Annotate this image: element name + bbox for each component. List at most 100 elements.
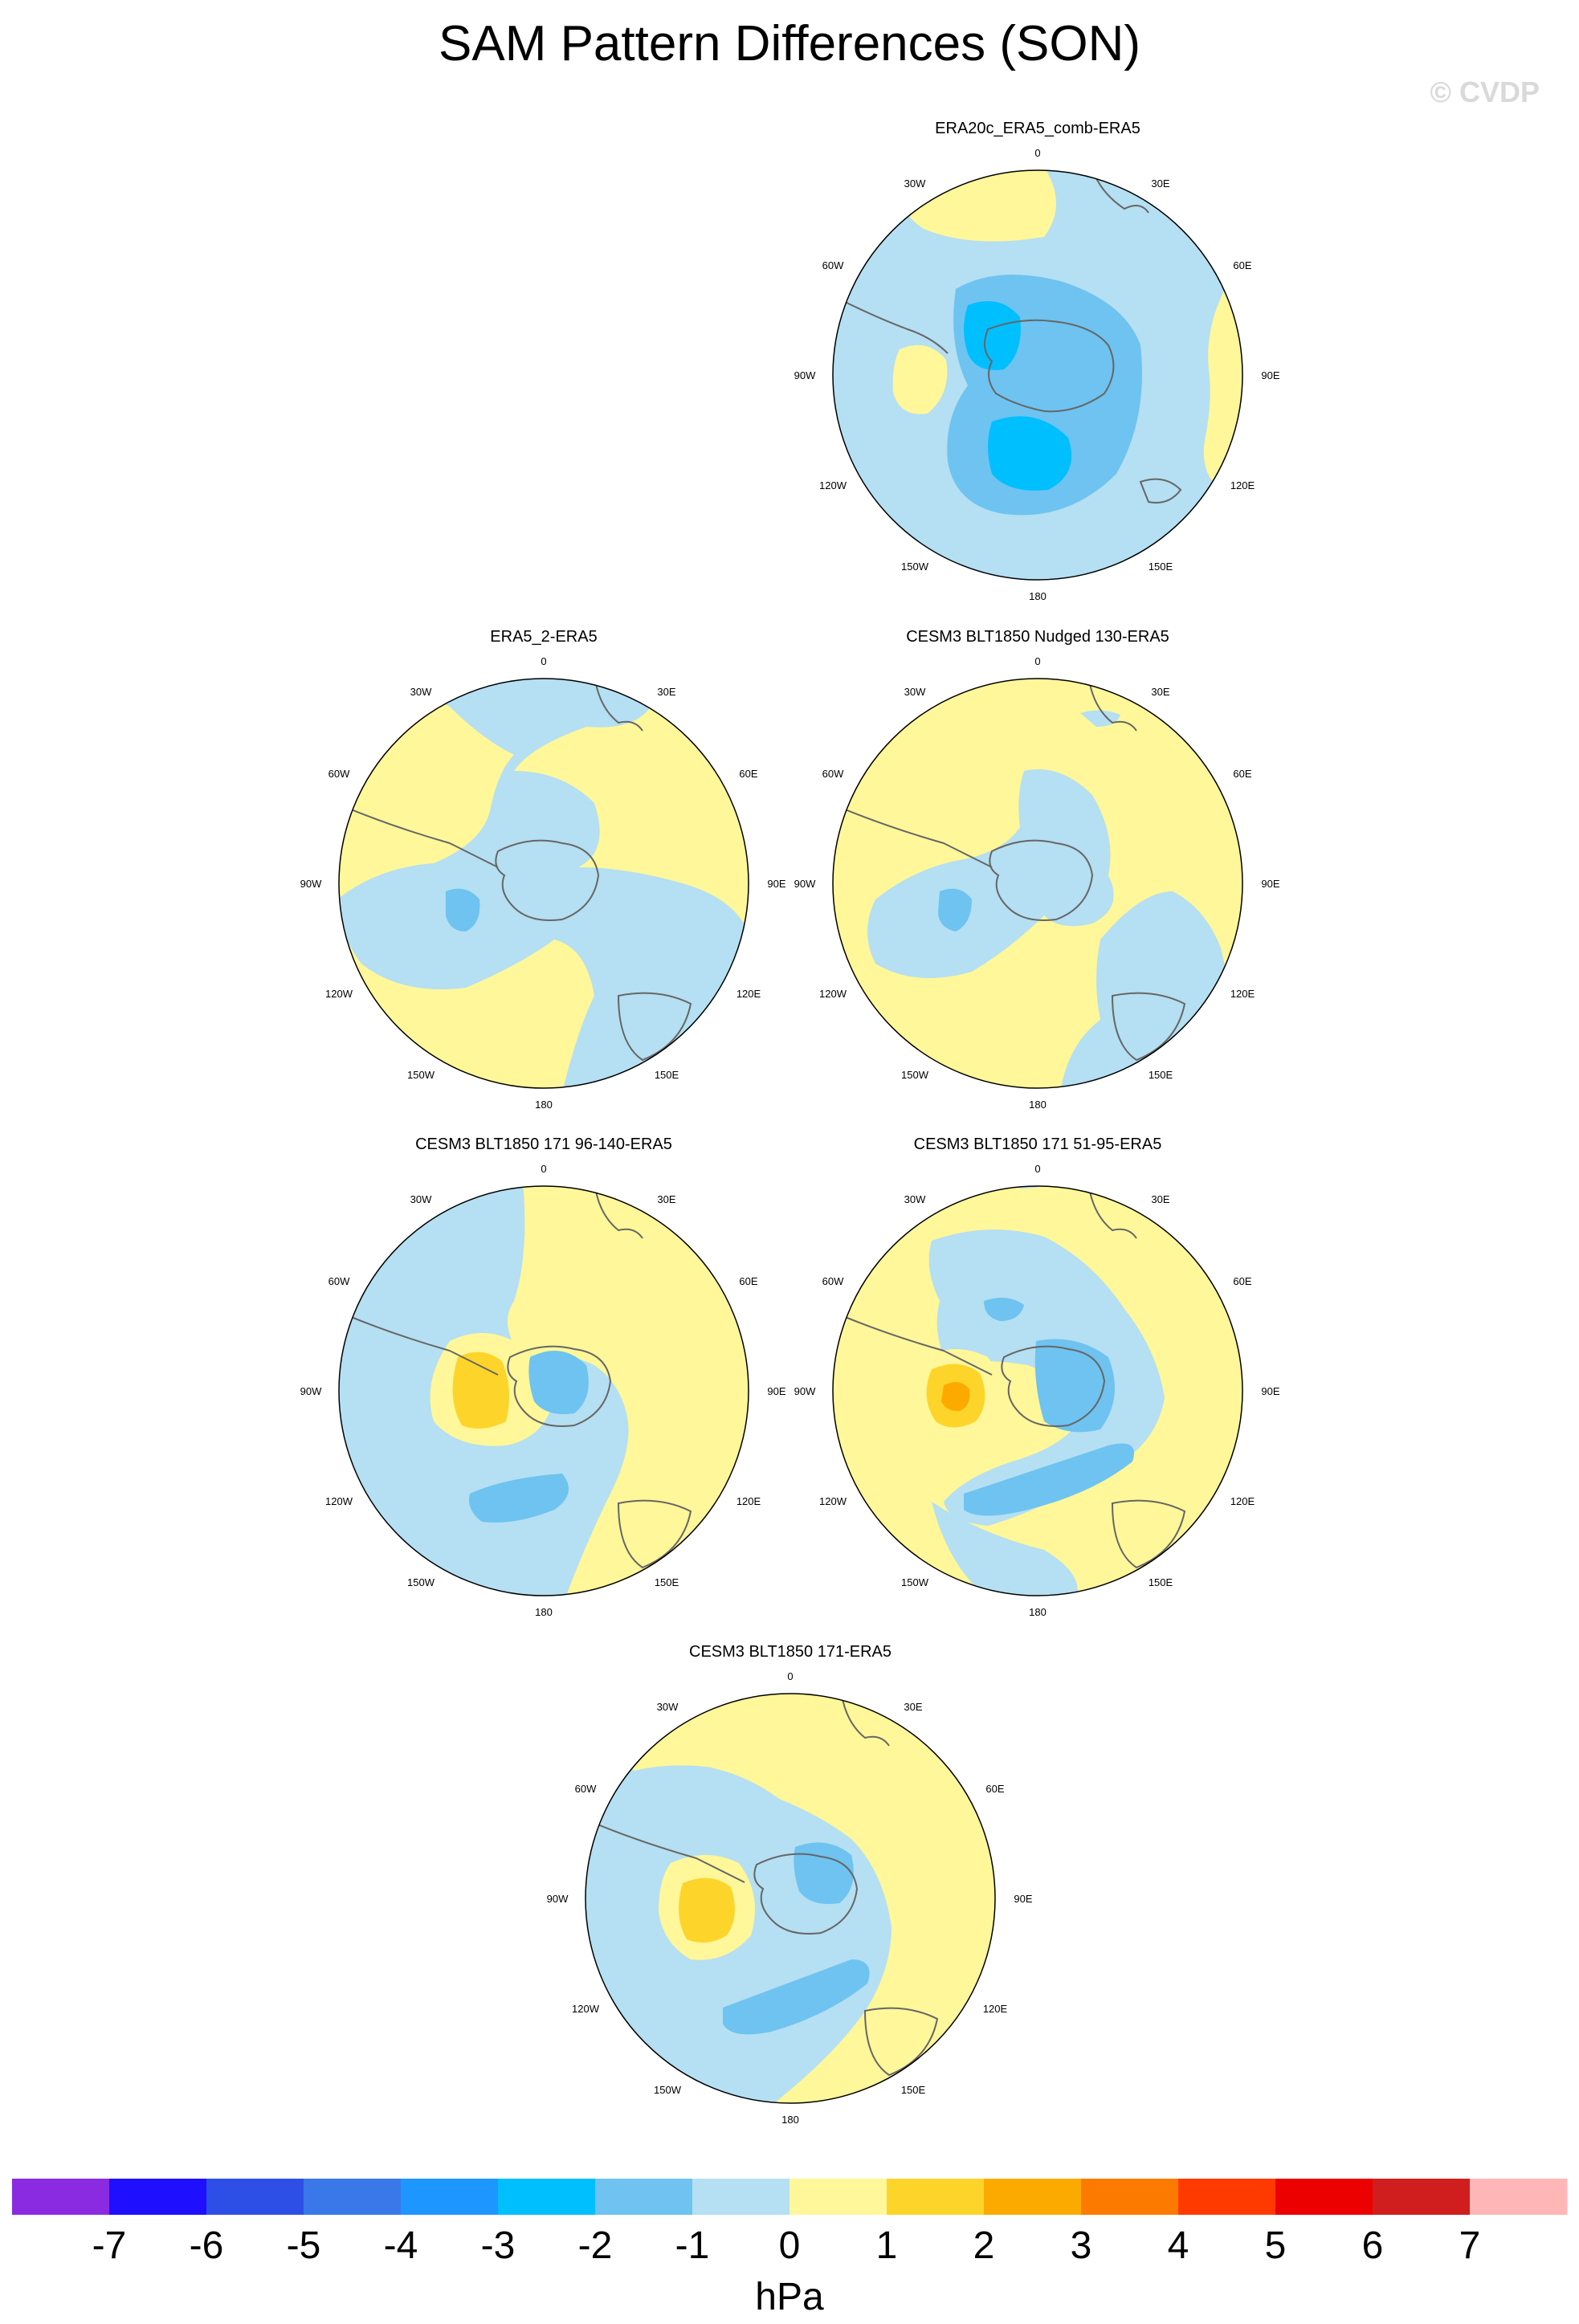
lon-label: 150W — [407, 1576, 435, 1588]
coastline — [989, 839, 1094, 921]
lon-label: 150W — [901, 561, 929, 573]
lon-label: 150E — [1149, 561, 1173, 573]
negative-core — [938, 888, 972, 932]
colorbar-tick-label: -1 — [675, 2224, 710, 2267]
lon-label: 90W — [794, 369, 816, 381]
coastline — [1001, 1345, 1106, 1427]
lon-label: 60W — [822, 768, 844, 780]
map-boundary — [832, 678, 1243, 1089]
lon-label: 120E — [736, 988, 761, 1000]
map-boundary — [338, 1185, 749, 1596]
panel-title: ERA5_2-ERA5 — [490, 628, 597, 646]
negative-core — [964, 1443, 1134, 1516]
lon-label: 90W — [794, 878, 816, 890]
colorbar-units: hPa — [755, 2276, 824, 2318]
colorbar-swatch — [498, 2179, 596, 2215]
figure-title: SAM Pattern Differences (SON) — [439, 16, 1140, 71]
coastline — [1087, 679, 1137, 732]
lon-label: 90E — [767, 878, 785, 890]
map-panel-5: CESM3 BLT1850 171 51-95-ERA5 0 180 30W 3… — [794, 1135, 1280, 1618]
lon-label: 120E — [983, 2003, 1008, 2015]
negative-core — [1034, 1339, 1115, 1433]
lon-label: 150E — [1149, 1069, 1173, 1081]
colorbar-tick-label: 1 — [876, 2224, 898, 2267]
coastline — [594, 1186, 643, 1239]
map-panel-1: ERA20c_ERA5_comb-ERA5 0 180 30W 30E 60W … — [794, 120, 1280, 602]
coastline — [863, 2007, 939, 2077]
colorbar-tick-label: 3 — [1071, 2224, 1092, 2267]
negative-core — [446, 888, 480, 932]
panel-title: CESM3 BLT1850 Nudged 130-ERA5 — [906, 628, 1169, 646]
negative-anomaly-region — [339, 679, 749, 1088]
lon-label: 150W — [407, 1069, 435, 1081]
lon-label: 30W — [904, 177, 926, 190]
coastline — [834, 296, 949, 354]
lon-label: 0 — [541, 1163, 546, 1175]
colorbar-swatch — [206, 2179, 304, 2215]
colorbar-swatch — [790, 2179, 887, 2215]
panel-title: CESM3 BLT1850 171 51-95-ERA5 — [914, 1135, 1162, 1153]
coastline — [984, 319, 1115, 413]
lon-label: 150E — [1149, 1576, 1173, 1588]
colorbar: -7 -6 -5 -4 -3 -2 -1 0 1 2 3 4 5 6 7 hPa — [12, 2179, 1568, 2318]
coastline — [495, 839, 600, 921]
panel-title: ERA20c_ERA5_comb-ERA5 — [935, 120, 1140, 137]
negative-anomaly-region — [1080, 710, 1120, 727]
lon-label: 90E — [767, 1385, 785, 1397]
positive-anomaly-region — [508, 1186, 749, 1596]
colorbar-swatch — [984, 2179, 1082, 2215]
colorbar-tick-label: -4 — [384, 2224, 418, 2267]
lon-label: 90E — [1261, 878, 1279, 890]
watermark: © CVDP — [1430, 75, 1540, 108]
lon-label: 30W — [904, 686, 926, 698]
lon-label: 30E — [657, 686, 675, 698]
negative-core — [469, 1474, 569, 1523]
coastline — [1139, 478, 1182, 504]
negative-core — [984, 1298, 1024, 1321]
colorbar-swatch — [1275, 2179, 1373, 2215]
lon-label: 120E — [736, 1495, 761, 1507]
lon-label: 90E — [1014, 1893, 1032, 1905]
lon-label: 30W — [410, 686, 432, 698]
colorbar-tick-label: -6 — [190, 2224, 224, 2267]
lon-label: 0 — [541, 655, 546, 667]
coastline — [617, 992, 692, 1062]
lon-label: 150E — [655, 1069, 679, 1081]
lon-label: 60E — [739, 768, 757, 780]
lon-label: 60E — [1233, 768, 1251, 780]
lon-label: 180 — [1029, 590, 1047, 602]
lon-label: 60E — [1233, 259, 1251, 271]
strong-negative-region — [988, 416, 1072, 491]
lon-label: 90W — [300, 1385, 322, 1397]
negative-anomaly-region — [867, 769, 1114, 978]
lon-label: 90E — [1261, 369, 1279, 381]
lon-label: 180 — [535, 1099, 553, 1111]
map-panel-4: CESM3 BLT1850 171 96-140-ERA5 0 180 30W … — [300, 1135, 786, 1618]
lon-label: 150W — [901, 1069, 929, 1081]
lon-label: 30W — [904, 1193, 926, 1205]
coastline — [838, 1314, 993, 1376]
lon-label: 60E — [1233, 1275, 1251, 1287]
lon-label: 0 — [1034, 147, 1040, 159]
lon-label: 120E — [1230, 479, 1255, 491]
lon-label: 150E — [655, 1576, 679, 1588]
lon-label: 90W — [794, 1385, 816, 1397]
positive-strong-core — [941, 1382, 970, 1412]
negative-core — [723, 1959, 870, 2035]
lon-label: 60W — [328, 1275, 350, 1287]
colorbar-swatch — [887, 2179, 985, 2215]
coastline — [840, 1694, 890, 1747]
lon-label: 30E — [904, 1701, 922, 1713]
lon-label: 0 — [1034, 655, 1040, 667]
colorbar-tick-label: 2 — [973, 2224, 995, 2267]
lon-label: 120W — [325, 1495, 353, 1507]
lon-label: 120W — [819, 1495, 847, 1507]
coastline — [1087, 1186, 1137, 1239]
lon-label: 60W — [328, 768, 350, 780]
panel-title: CESM3 BLT1850 171-ERA5 — [689, 1643, 892, 1661]
colorbar-swatch — [1081, 2179, 1179, 2215]
coastline — [753, 1853, 859, 1935]
lon-label: 60E — [985, 1783, 1004, 1795]
panel-title: CESM3 BLT1850 171 96-140-ERA5 — [415, 1135, 672, 1153]
